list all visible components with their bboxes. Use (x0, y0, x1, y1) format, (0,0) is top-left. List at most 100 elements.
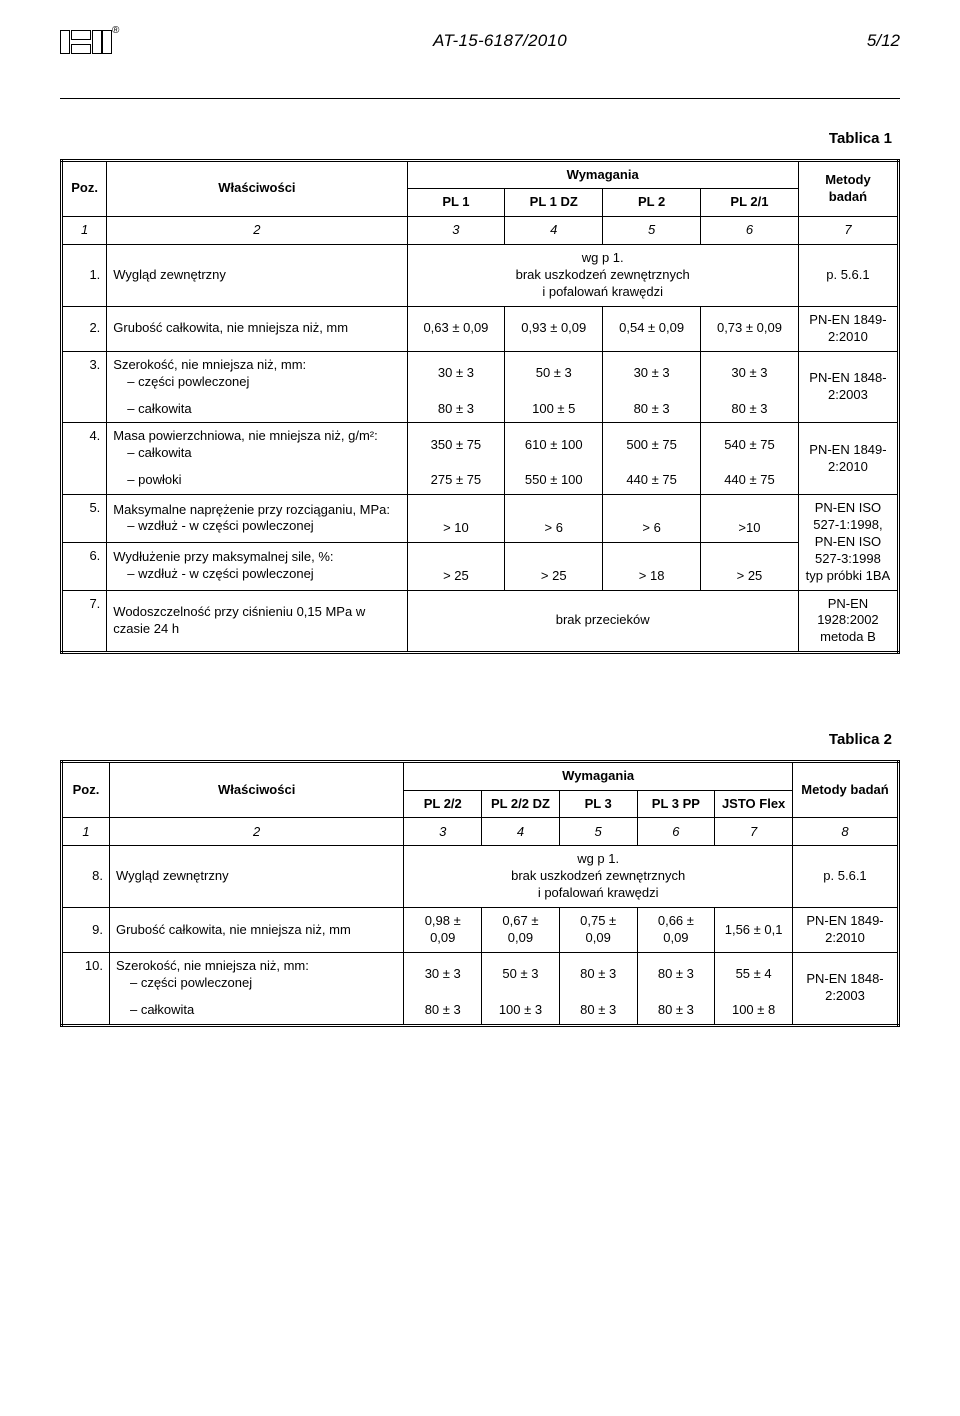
val-cell: 50 ± 3 (505, 351, 603, 395)
val-cell: 55 ± 4 (715, 952, 793, 996)
col-pl3: PL 3 (559, 790, 637, 818)
num-2: 2 (109, 818, 403, 846)
val-cell: > 25 (407, 542, 505, 590)
val-cell: 80 ± 3 (559, 997, 637, 1025)
col-pl22: PL 2/2 (404, 790, 482, 818)
col-pl3pp: PL 3 PP (637, 790, 715, 818)
table-row: całkowita 80 ± 3 100 ± 5 80 ± 3 80 ± 3 (62, 396, 899, 423)
num-7: 7 (715, 818, 793, 846)
val-cell: 440 ± 75 (603, 467, 701, 494)
col-pl2: PL 2 (603, 189, 701, 217)
table2-num-row: 1 2 3 4 5 6 7 8 (62, 818, 899, 846)
poz-cell: 6. (62, 542, 107, 590)
val-cell: 610 ± 100 (505, 423, 603, 467)
table-row: całkowita 80 ± 3 100 ± 3 80 ± 3 80 ± 3 1… (62, 997, 899, 1025)
val-cell: 275 ± 75 (407, 467, 505, 494)
page-header: ® AT-15-6187/2010 5/12 (60, 30, 900, 70)
method-cell: PN-EN 1848-2:2003 (798, 351, 898, 423)
val-cell: 350 ± 75 (407, 423, 505, 467)
val-cell: 0,93 ± 0,09 (505, 306, 603, 351)
val-cell: 30 ± 3 (701, 351, 799, 395)
poz-cell: 5. (62, 495, 107, 543)
method-cell: PN-EN 1849-2:2010 (792, 908, 898, 953)
table-row: 7. Wodoszczelność przy ciśnieniu 0,15 MP… (62, 590, 899, 653)
sub-item: części powleczonej (116, 975, 252, 990)
col-pl1dz: PL 1 DZ (505, 189, 603, 217)
prop-cell: Grubość całkowita, nie mniejsza niż, mm (107, 306, 407, 351)
val-cell: wg p 1. brak uszkodzeń zewnętrznych i po… (407, 245, 798, 307)
table-row: 2. Grubość całkowita, nie mniejsza niż, … (62, 306, 899, 351)
val-cell: 30 ± 3 (404, 952, 482, 996)
num-1: 1 (62, 818, 110, 846)
num-4: 4 (482, 818, 560, 846)
num-5: 5 (603, 217, 701, 245)
val-cell: 0,63 ± 0,09 (407, 306, 505, 351)
num-5: 5 (559, 818, 637, 846)
method-cell: PN-EN ISO 527-1:1998, PN-EN ISO 527-3:19… (798, 495, 898, 590)
table-row: 5. Maksymalne naprężenie przy rozciągani… (62, 495, 899, 543)
poz-cell: 8. (62, 846, 110, 908)
col-methods: Metody badań (798, 160, 898, 217)
table-row: 10. Szerokość, nie mniejsza niż, mm: czę… (62, 952, 899, 996)
method-cell: PN-EN 1849-2:2010 (798, 423, 898, 495)
val-cell: > 10 (407, 495, 505, 543)
val-cell: 550 ± 100 (505, 467, 603, 494)
val-cell: 30 ± 3 (603, 351, 701, 395)
col-pl1: PL 1 (407, 189, 505, 217)
val-cell: > 6 (603, 495, 701, 543)
header-divider (60, 98, 900, 99)
val-cell: 80 ± 3 (637, 952, 715, 996)
table-row: 9. Grubość całkowita, nie mniejsza niż, … (62, 908, 899, 953)
table1-num-row: 1 2 3 4 5 6 7 (62, 217, 899, 245)
table2: Poz. Właściwości Wymagania Metody badań … (60, 760, 900, 1027)
num-6: 6 (701, 217, 799, 245)
method-cell: PN-EN 1848-2:2003 (792, 952, 898, 1025)
page-number: 5/12 (850, 30, 900, 52)
sub-item: wzdłuż - w części powleczonej (113, 518, 313, 533)
prop-cell: Wodoszczelność przy ciśnieniu 0,15 MPa w… (107, 590, 407, 653)
poz-cell: 4. (62, 423, 107, 495)
prop-cell: Szerokość, nie mniejsza niż, mm: (113, 357, 306, 372)
doc-number: AT-15-6187/2010 (150, 30, 850, 52)
val-cell: 80 ± 3 (701, 396, 799, 423)
val-cell: 0,75 ± 0,09 (559, 908, 637, 953)
val-cell: 100 ± 5 (505, 396, 603, 423)
val-cell: 100 ± 8 (715, 997, 793, 1025)
table-row: 3. Szerokość, nie mniejsza niż, mm: częś… (62, 351, 899, 395)
val-cell: wg p 1. brak uszkodzeń zewnętrznych i po… (404, 846, 793, 908)
sub-item: całkowita (116, 1002, 194, 1017)
val-cell: 1,56 ± 0,1 (715, 908, 793, 953)
val-cell: brak przecieków (407, 590, 798, 653)
val-cell: 0,73 ± 0,09 (701, 306, 799, 351)
poz-cell: 9. (62, 908, 110, 953)
val-cell: 540 ± 75 (701, 423, 799, 467)
prop-cell: Wygląd zewnętrzny (107, 245, 407, 307)
num-3: 3 (407, 217, 505, 245)
col-jsto: JSTO Flex (715, 790, 793, 818)
num-8: 8 (792, 818, 898, 846)
poz-cell: 10. (62, 952, 110, 1025)
val-cell: 80 ± 3 (559, 952, 637, 996)
prop-cell: Grubość całkowita, nie mniejsza niż, mm (109, 908, 403, 953)
val-cell: 80 ± 3 (637, 997, 715, 1025)
val-cell: 80 ± 3 (407, 396, 505, 423)
table-row: powłoki 275 ± 75 550 ± 100 440 ± 75 440 … (62, 467, 899, 494)
prop-cell: Maksymalne naprężenie przy rozciąganiu, … (113, 502, 390, 517)
method-cell: PN-EN 1928:2002 metoda B (798, 590, 898, 653)
num-4: 4 (505, 217, 603, 245)
prop-cell: Szerokość, nie mniejsza niż, mm: (116, 958, 309, 973)
val-cell: > 6 (505, 495, 603, 543)
registered-mark: ® (112, 25, 119, 36)
num-3: 3 (404, 818, 482, 846)
num-1: 1 (62, 217, 107, 245)
val-cell: 80 ± 3 (404, 997, 482, 1025)
col-prop: Właściwości (107, 160, 407, 217)
table-row: 8. Wygląd zewnętrzny wg p 1. brak uszkod… (62, 846, 899, 908)
val-cell: 0,54 ± 0,09 (603, 306, 701, 351)
poz-cell: 3. (62, 351, 107, 423)
val-cell: 50 ± 3 (482, 952, 560, 996)
table2-caption: Tablica 2 (60, 730, 892, 750)
table1-head-row1: Poz. Właściwości Wymagania Metody badań (62, 160, 899, 189)
method-cell: p. 5.6.1 (798, 245, 898, 307)
val-cell: 0,67 ± 0,09 (482, 908, 560, 953)
